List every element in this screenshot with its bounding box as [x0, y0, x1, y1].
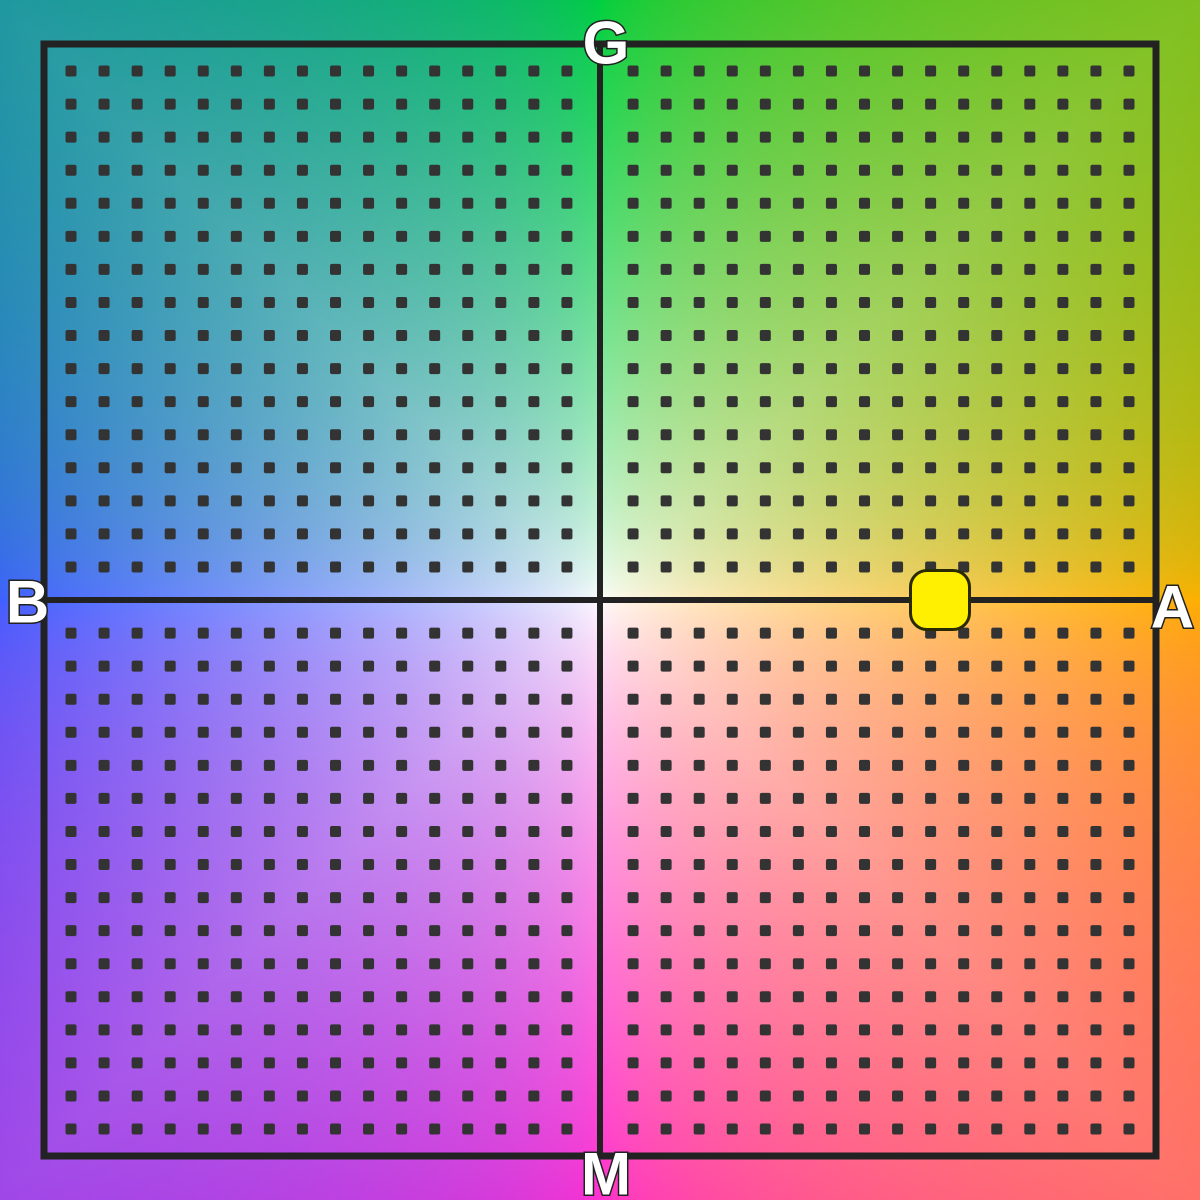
- axis-label-m: M: [581, 1139, 631, 1200]
- axis-label-g: G: [583, 9, 630, 78]
- selection-marker[interactable]: [909, 569, 971, 631]
- axis-label-b: B: [6, 568, 49, 637]
- opponent-color-plane[interactable]: G M B A: [0, 0, 1200, 1200]
- frame-and-grid-overlay: [0, 0, 1200, 1200]
- axis-label-a: A: [1151, 573, 1194, 642]
